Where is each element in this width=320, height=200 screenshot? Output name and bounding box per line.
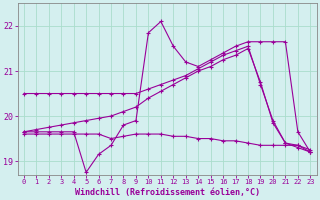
X-axis label: Windchill (Refroidissement éolien,°C): Windchill (Refroidissement éolien,°C) — [75, 188, 260, 197]
